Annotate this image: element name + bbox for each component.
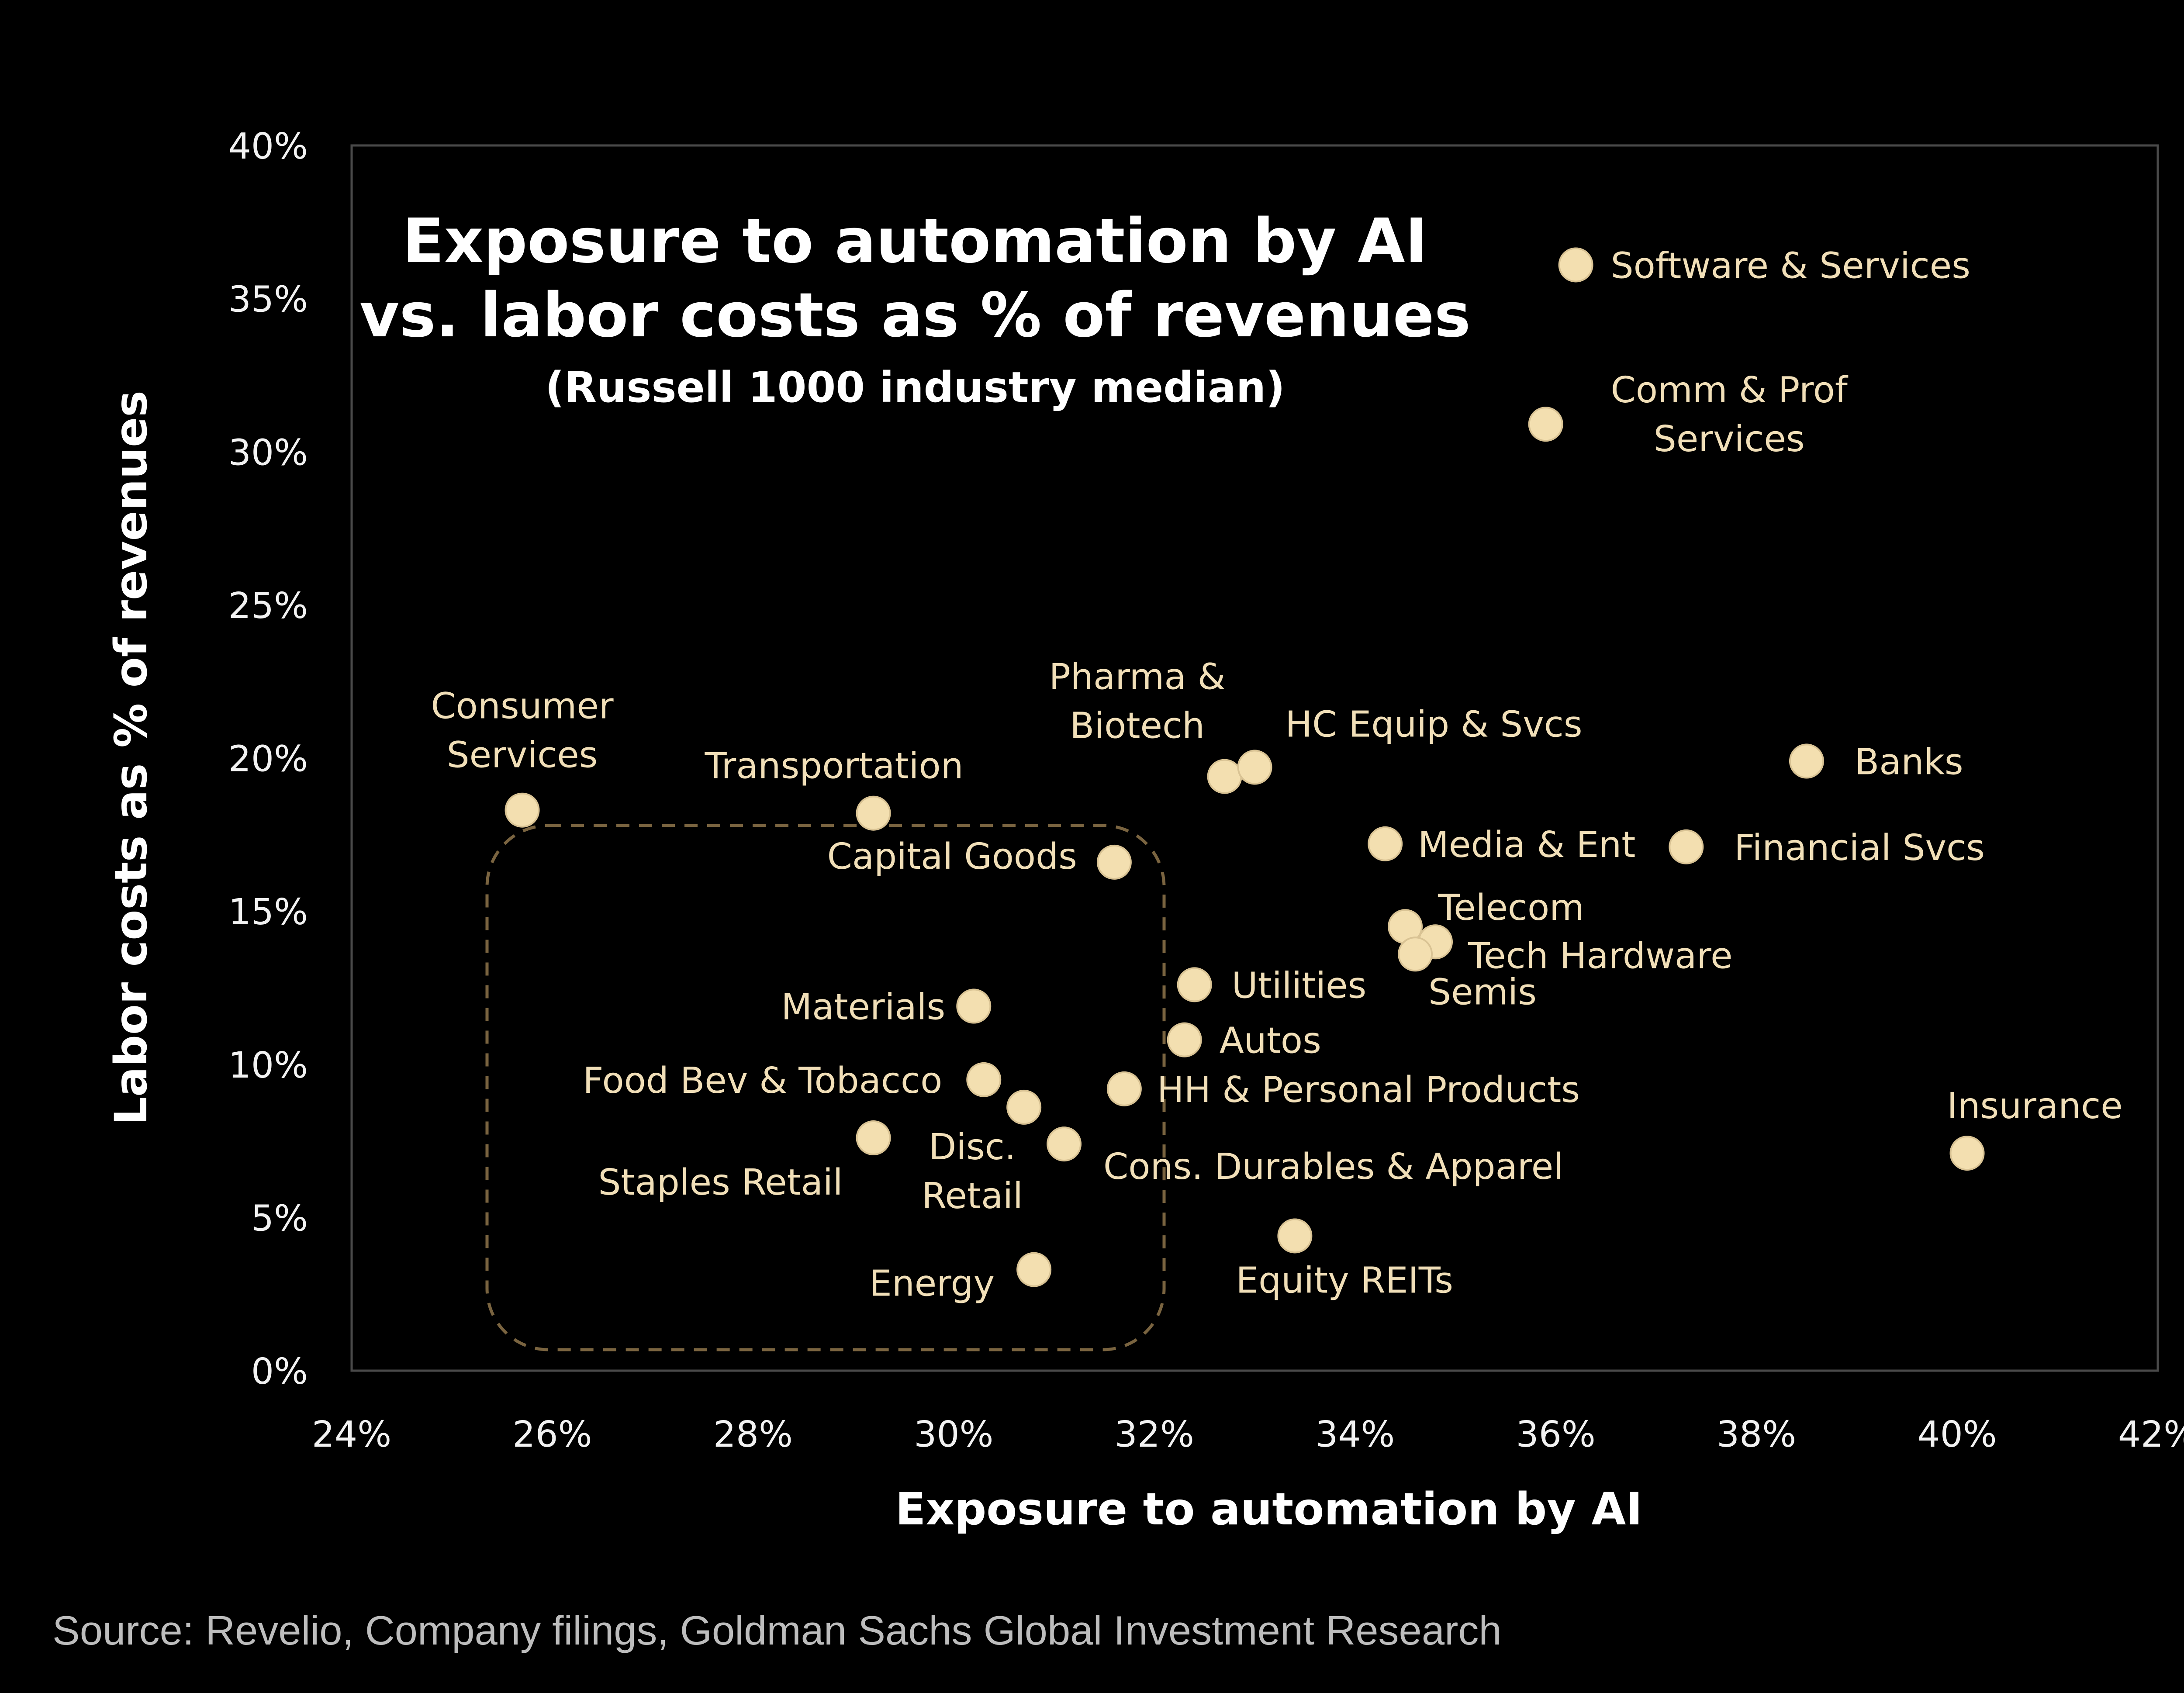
point-label: Insurance <box>1947 1085 2122 1127</box>
point-label: Transportation <box>705 746 964 787</box>
point-label: Tech Hardware <box>1468 935 1733 977</box>
point-label: Food Bev & Tobacco <box>583 1060 942 1102</box>
point-label: Media & Ent <box>1418 824 1635 866</box>
chart-title-line-2: vs. labor costs as % of revenues <box>359 280 1471 351</box>
x-tick-label: 26% <box>512 1414 592 1455</box>
x-tick-label: 24% <box>312 1414 391 1455</box>
point-label: Telecom <box>1438 887 1584 929</box>
point-label: Utilities <box>1232 965 1367 1006</box>
data-point <box>1368 826 1403 861</box>
y-tick-label: 25% <box>228 585 308 627</box>
data-points <box>505 247 1985 1287</box>
x-tick-label: 42% <box>2118 1414 2184 1455</box>
y-tick-label: 35% <box>228 279 308 321</box>
x-tick-label: 36% <box>1516 1414 1596 1455</box>
data-point <box>1669 829 1704 864</box>
data-point <box>1207 759 1242 794</box>
point-label: Disc. <box>929 1126 1016 1168</box>
source-note: Source: Revelio, Company filings, Goldma… <box>52 1607 1502 1653</box>
x-tick-label: 32% <box>1115 1414 1194 1455</box>
data-point <box>956 988 992 1024</box>
point-label: Materials <box>781 987 945 1028</box>
point-label: Comm & Prof <box>1611 370 1849 411</box>
data-point <box>856 795 891 831</box>
plot-area-frame <box>350 144 2159 1372</box>
point-label: Software & Services <box>1611 245 1970 287</box>
x-tick-label: 38% <box>1717 1414 1796 1455</box>
data-point <box>1237 750 1272 785</box>
data-point <box>1006 1089 1042 1125</box>
point-label: Biotech <box>1070 705 1205 747</box>
point-label: Equity REITs <box>1236 1260 1453 1301</box>
data-point <box>1106 1071 1142 1106</box>
point-labels: Software & Services Comm & Prof Services Co… <box>431 245 2122 1304</box>
point-label: Energy <box>869 1263 995 1305</box>
data-point <box>505 792 540 828</box>
data-point <box>1398 936 1433 972</box>
data-point <box>1558 247 1593 283</box>
x-tick-label: 30% <box>914 1414 993 1455</box>
data-point <box>1789 743 1824 779</box>
chart-title-line-1: Exposure to automation by AI <box>402 206 1428 277</box>
y-tick-label: 10% <box>228 1045 308 1086</box>
data-point <box>1949 1136 1985 1171</box>
data-point <box>1277 1218 1313 1254</box>
y-axis-title: Labor costs as % of revenues <box>105 390 157 1125</box>
point-label: Consumer <box>431 686 613 727</box>
point-label: Cons. Durables & Apparel <box>1103 1146 1563 1188</box>
point-label: Services <box>447 735 598 776</box>
data-point <box>1528 407 1563 442</box>
point-label: Semis <box>1428 971 1537 1013</box>
point-label: Capital Goods <box>827 836 1077 878</box>
x-axis-title: Exposure to automation by AI <box>895 1483 1642 1535</box>
point-label: HH & Personal Products <box>1157 1069 1580 1111</box>
data-point <box>1016 1252 1052 1287</box>
y-tick-label: 15% <box>228 891 308 933</box>
point-label: Autos <box>1220 1020 1321 1062</box>
x-axis-ticks: 24% 26% 28% 30% 32% 34% 36% 38% 40% 42% <box>312 1414 2184 1455</box>
data-point <box>1177 967 1212 1002</box>
y-tick-label: 0% <box>251 1351 308 1392</box>
point-label: Financial Svcs <box>1734 827 1985 869</box>
data-point <box>1047 1126 1082 1162</box>
point-label: Banks <box>1855 742 1963 783</box>
point-label: Pharma & <box>1049 656 1226 698</box>
data-point <box>856 1120 891 1156</box>
x-tick-label: 34% <box>1315 1414 1395 1455</box>
data-point <box>966 1062 1002 1097</box>
chart-subtitle: (Russell 1000 industry median) <box>545 363 1285 412</box>
y-tick-label: 40% <box>228 126 308 167</box>
point-label: Services <box>1654 418 1805 460</box>
point-label: Staples Retail <box>598 1162 843 1203</box>
data-point <box>1096 844 1132 880</box>
y-tick-label: 30% <box>228 432 308 473</box>
point-label: Retail <box>922 1175 1023 1217</box>
highlight-region-box <box>485 824 1166 1351</box>
data-point <box>1167 1022 1202 1057</box>
x-tick-label: 40% <box>1917 1414 1997 1455</box>
x-tick-label: 28% <box>713 1414 793 1455</box>
y-axis-ticks: 0% 5% 10% 15% 20% 25% 30% 35% 40% <box>228 126 308 1392</box>
y-tick-label: 20% <box>228 739 308 780</box>
point-label: HC Equip & Svcs <box>1286 704 1583 746</box>
y-tick-label: 5% <box>251 1198 308 1239</box>
